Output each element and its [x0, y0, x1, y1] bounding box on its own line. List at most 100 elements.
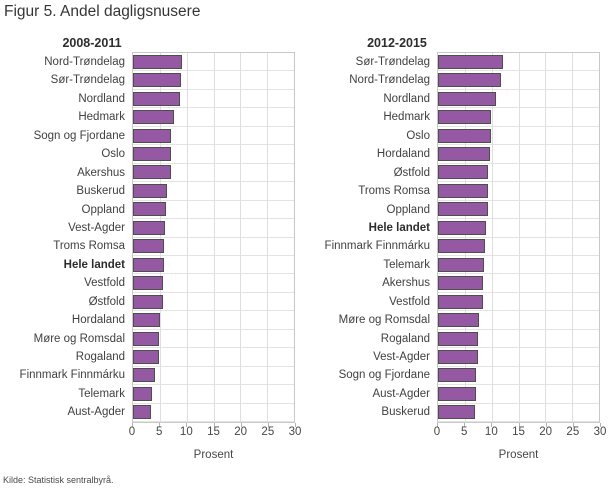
x-tick-label: 20 [234, 426, 248, 438]
bar [438, 331, 479, 346]
x-tick-mark [132, 423, 133, 427]
bar [438, 54, 503, 69]
x-tick-mark [186, 423, 188, 427]
category-label: Sogn og Fjordane [338, 369, 430, 382]
category-label: Vestfold [389, 295, 430, 308]
x-tick-label: 30 [593, 426, 607, 438]
x-tick-mark [491, 423, 493, 427]
bar [438, 202, 488, 217]
bar [438, 276, 484, 291]
category-label: Møre og Romsdal [33, 332, 125, 345]
category-label: Sør-Trøndelag [50, 74, 125, 87]
category-label: Aust-Agder [372, 387, 430, 400]
category-label: Hedmark [78, 111, 125, 124]
bar [438, 183, 489, 198]
category-label: Hordaland [376, 148, 430, 161]
category-label: Finnmark Finnmárku [19, 369, 125, 382]
x-tick-label: 5 [460, 426, 468, 438]
category-label: Sør-Trøndelag [355, 56, 430, 68]
gridline [240, 53, 242, 422]
x-tick-label: 15 [512, 426, 525, 438]
category-label: Buskerud [76, 185, 125, 198]
category-label: Akershus [77, 166, 125, 179]
category-label: Oslo [406, 129, 430, 142]
bar [133, 165, 171, 180]
x-tick-mark [572, 423, 574, 427]
category-label: Østfold [393, 166, 430, 179]
gridline [267, 53, 269, 422]
x-tick-mark [518, 423, 520, 427]
x-tick-mark [213, 423, 215, 427]
bar [133, 220, 165, 235]
category-label: Oslo [101, 148, 125, 161]
bar [438, 257, 485, 272]
bar [133, 239, 165, 254]
bar [438, 91, 497, 106]
bar [438, 165, 489, 180]
chart-period-header: 2012-2015 [367, 36, 427, 50]
x-axis-ticks: 0 5 10 15 20 25 30 [433, 423, 606, 439]
category-label: Rogaland [380, 332, 430, 345]
bar [133, 183, 168, 198]
bar [133, 294, 163, 309]
category-label: Telemark [383, 258, 430, 271]
gridline [159, 53, 161, 422]
bar [133, 386, 152, 401]
category-label: Nord-Trøndelag [349, 74, 430, 87]
x-tick-label: 5 [155, 426, 163, 438]
bar [133, 276, 163, 291]
gridline [464, 53, 466, 422]
category-label: Buskerud [381, 406, 430, 419]
bar [438, 368, 476, 383]
bar [133, 110, 175, 125]
category-label: Telemark [78, 387, 125, 400]
source-note: Kilde: Statistisk sentralbyrå. [3, 475, 114, 485]
bar [133, 349, 159, 364]
category-label: Nordland [78, 92, 125, 105]
bar [438, 386, 476, 401]
x-axis-title: Prosent [193, 449, 234, 461]
x-tick-mark [600, 423, 601, 427]
category-label: Rogaland [75, 351, 125, 363]
plot-area [437, 52, 600, 423]
gridline [545, 53, 547, 422]
category-label: Oppland [386, 203, 430, 216]
chart-period-header: 2008-2011 [62, 36, 122, 50]
x-tick-label: 0 [128, 426, 136, 438]
chart-2012-2015: 2012-2015 Sør-Trøndelag Nord-Trøndelag Nor… [309, 36, 607, 463]
gridline [518, 53, 520, 422]
bar [438, 73, 502, 88]
x-tick-mark [464, 423, 466, 427]
category-labels: Sør-Trøndelag Nord-Trøndelag Nordland Hedma… [309, 52, 435, 422]
category-label: Sogn og Fjordane [33, 129, 125, 142]
x-tick-label: 10 [179, 426, 193, 438]
gridline [186, 53, 188, 422]
gridline [572, 53, 574, 422]
x-tick-label: 30 [288, 426, 302, 438]
category-label: Østfold [88, 295, 125, 308]
category-label: Oppland [81, 203, 125, 216]
x-tick-label: 25 [261, 426, 275, 438]
x-tick-label: 20 [539, 426, 553, 438]
bar [438, 239, 485, 254]
category-label: Troms Romsa [53, 240, 125, 253]
plot-area [132, 52, 295, 423]
bar [438, 294, 484, 309]
bar [438, 128, 491, 143]
bar [133, 128, 172, 143]
x-tick-label: 10 [484, 426, 498, 438]
bar [133, 313, 161, 328]
bar-row [438, 182, 599, 201]
x-tick-label: 25 [566, 426, 580, 438]
category-label: Hele landet [368, 221, 430, 234]
x-tick-label: 15 [207, 426, 220, 438]
x-tick-mark [437, 423, 438, 427]
bar [438, 220, 487, 235]
x-tick-label: 0 [433, 426, 441, 438]
category-label: Hordaland [71, 314, 125, 327]
bar [133, 257, 165, 272]
bar [438, 349, 478, 364]
bar [438, 146, 490, 161]
category-label: Akershus [382, 277, 430, 290]
